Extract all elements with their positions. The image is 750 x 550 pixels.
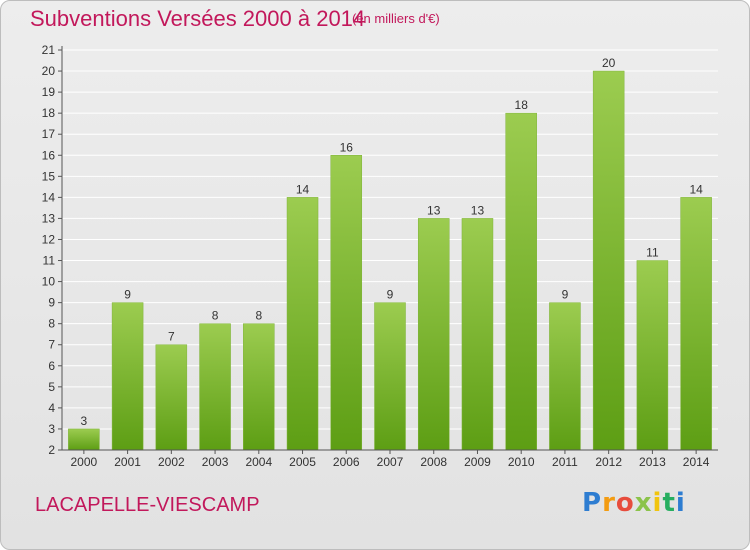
x-tick-label-2014: 2014: [683, 455, 710, 469]
data-label-2002: 7: [168, 330, 175, 344]
y-tick-label: 2: [48, 443, 55, 457]
bar-2003: [199, 323, 231, 451]
bar-2010: [505, 112, 537, 451]
y-tick-label: 4: [48, 401, 55, 415]
y-tick-label: 10: [42, 275, 56, 289]
y-tick-label: 6: [48, 359, 55, 373]
x-tick-label-2007: 2007: [377, 455, 404, 469]
x-tick-label-2011: 2011: [552, 455, 578, 469]
chart-subtitle: (en milliers d'€): [352, 11, 440, 26]
bar-2012: [592, 70, 625, 451]
data-label-2011: 9: [562, 288, 569, 302]
y-tick-label: 7: [48, 338, 55, 352]
y-tick-label: 11: [43, 254, 56, 268]
x-tick-label-2012: 2012: [595, 455, 622, 469]
data-label-2006: 16: [340, 140, 354, 154]
bar-2008: [417, 218, 450, 451]
bar-2006: [330, 155, 363, 451]
x-tick-label-2001: 2001: [114, 455, 141, 469]
data-label-2004: 8: [255, 309, 262, 323]
y-tick-label: 21: [42, 43, 56, 57]
bar-2005: [286, 197, 319, 451]
x-tick-label-2006: 2006: [333, 455, 360, 469]
x-tick-label-2005: 2005: [289, 455, 316, 469]
y-tick-label: 13: [42, 211, 56, 225]
x-tick-label-2013: 2013: [639, 455, 666, 469]
y-tick-label: 9: [48, 296, 55, 310]
proxiti-logo: Proxiti: [582, 488, 686, 518]
data-label-2014: 14: [689, 182, 703, 196]
data-label-2005: 14: [296, 182, 310, 196]
data-label-2012: 20: [602, 56, 616, 70]
y-tick-label: 17: [42, 127, 56, 141]
x-tick-label-2000: 2000: [71, 455, 98, 469]
bar-2014: [680, 197, 712, 451]
y-tick-label: 3: [48, 422, 55, 436]
y-tick-label: 20: [42, 64, 56, 78]
bar-2001: [111, 302, 144, 451]
data-label-2001: 9: [124, 288, 131, 302]
commune-name: LACAPELLE-VIESCAMP: [35, 494, 260, 516]
x-tick-label-2008: 2008: [420, 455, 447, 469]
y-tick-label: 8: [48, 317, 55, 331]
bar-2011: [549, 302, 581, 451]
data-label-2000: 3: [81, 414, 88, 428]
data-label-2003: 8: [212, 309, 219, 323]
data-label-2010: 18: [515, 98, 529, 112]
data-label-2007: 9: [387, 288, 394, 302]
bar-2013: [636, 260, 669, 451]
y-tick-label: 19: [42, 85, 56, 99]
x-tick-label-2004: 2004: [245, 455, 272, 469]
data-labels: 3 9 7 8 8 14 16 9 13 13 18 9 20 11 14: [81, 56, 704, 428]
y-tick-label: 14: [42, 190, 56, 204]
data-label-2008: 13: [427, 203, 441, 217]
bar-2000: [68, 428, 100, 451]
data-label-2013: 11: [646, 246, 659, 260]
y-tick-label: 5: [48, 380, 55, 394]
chart-title: Subventions Versées 2000 à 2014: [30, 6, 366, 31]
y-tick-label: 12: [42, 232, 56, 246]
y-tick-label: 16: [42, 148, 56, 162]
axes: 2 3 4 5 6 7 8 9 10 11 12 13 14 15 16 17 18 19 20 21 2000 2001…: [42, 43, 718, 469]
bar-2002: [155, 344, 188, 451]
x-tick-label-2003: 2003: [202, 455, 229, 469]
x-tick-label-2002: 2002: [158, 455, 185, 469]
bars: [68, 70, 712, 451]
y-tick-label: 15: [42, 169, 56, 183]
bar-2004: [243, 323, 275, 451]
y-tick-label: 18: [42, 106, 56, 120]
x-tick-label-2010: 2010: [508, 455, 535, 469]
x-tick-label-2009: 2009: [464, 455, 491, 469]
data-label-2009: 13: [471, 203, 485, 217]
bar-2007: [374, 302, 406, 451]
bar-2009: [461, 218, 494, 451]
